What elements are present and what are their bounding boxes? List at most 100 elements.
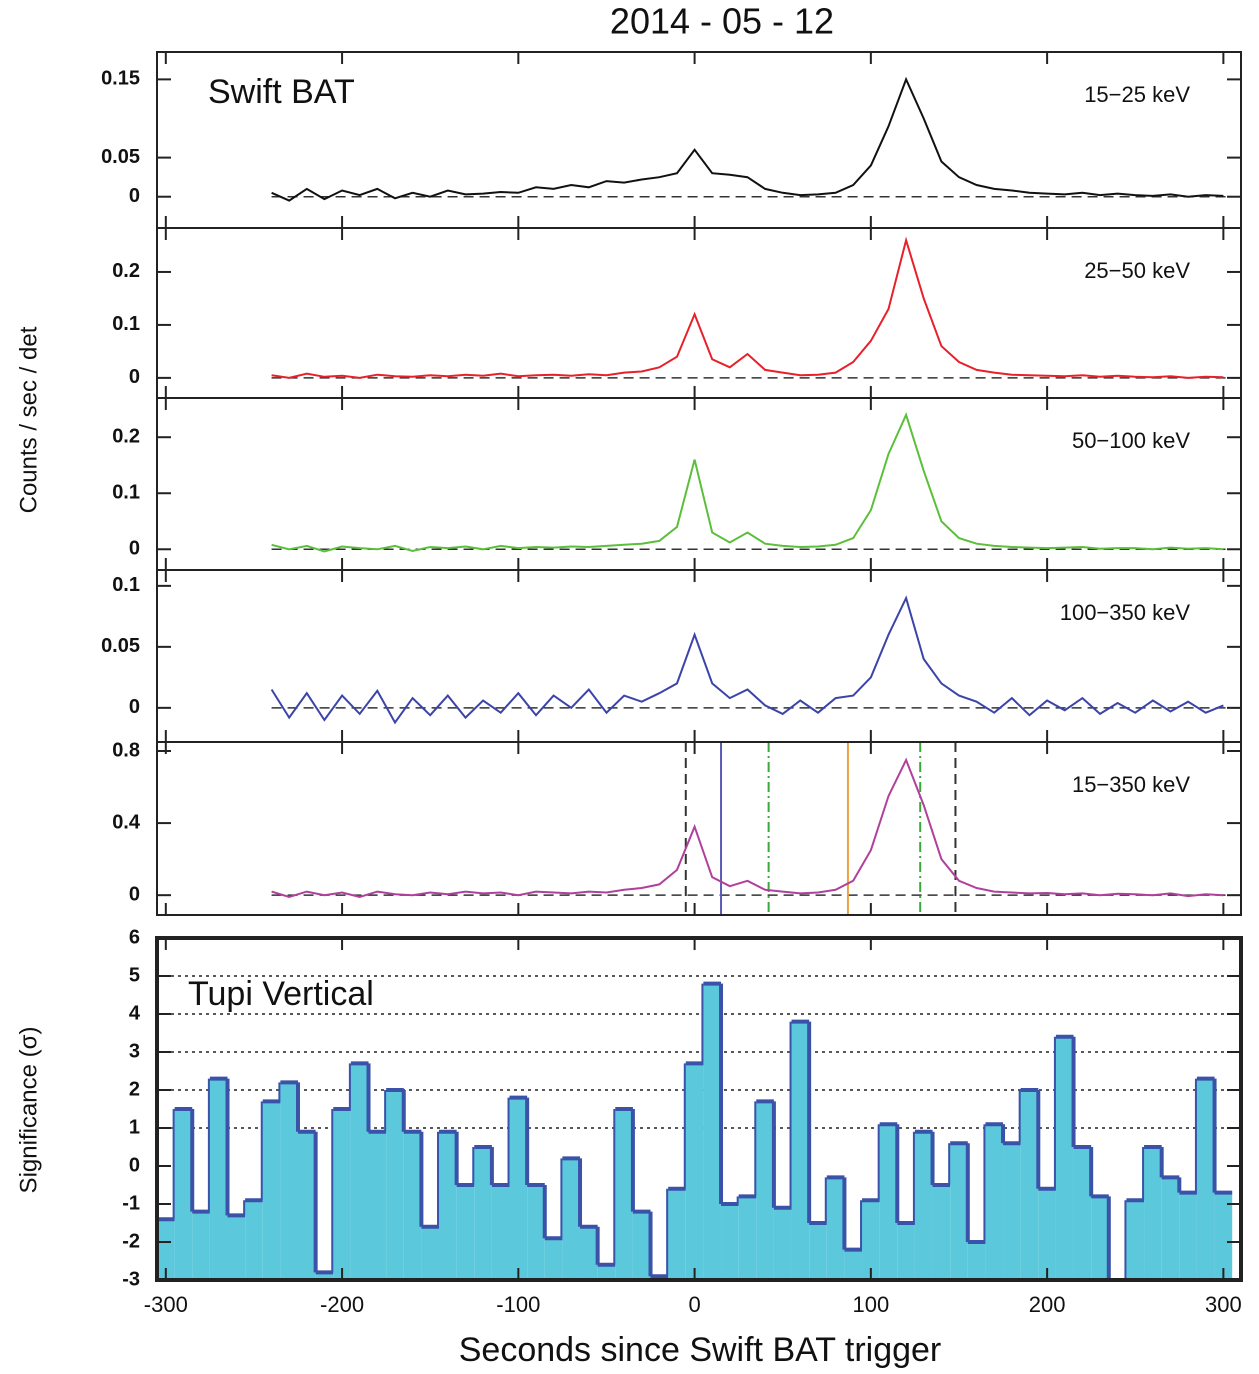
bar xyxy=(844,1249,863,1280)
bar xyxy=(1126,1200,1145,1280)
bar xyxy=(474,1147,492,1280)
x-tick-label: 300 xyxy=(1205,1292,1242,1317)
x-axis-label: Seconds since Swift BAT trigger xyxy=(459,1331,942,1369)
panel-annotation: Tupi Vertical xyxy=(188,975,374,1013)
panel-annotation: Swift BAT xyxy=(208,73,355,111)
y-tick-label: 0.8 xyxy=(112,739,140,761)
bar xyxy=(1038,1188,1056,1280)
series-label: 15−25 keV xyxy=(1084,82,1190,107)
bar xyxy=(685,1063,704,1280)
series-line xyxy=(271,411,1224,553)
bar xyxy=(914,1131,933,1280)
y-tick-label: 2 xyxy=(129,1078,140,1100)
panel-frame xyxy=(156,741,1242,916)
bar xyxy=(1196,1078,1215,1280)
bar xyxy=(439,1131,457,1280)
bar xyxy=(932,1185,951,1280)
chart-title: 2014 - 05 - 12 xyxy=(610,1,834,42)
bar xyxy=(967,1242,986,1280)
y-tick-label: 0.2 xyxy=(112,260,140,282)
bar xyxy=(262,1101,281,1280)
panel-frame xyxy=(155,936,1243,1282)
bar xyxy=(809,1223,827,1280)
bar xyxy=(668,1188,686,1280)
bar xyxy=(1179,1192,1197,1280)
bar xyxy=(209,1078,228,1280)
x-tick-label: 0 xyxy=(688,1292,700,1317)
bar xyxy=(756,1101,774,1280)
series-line xyxy=(270,595,1224,725)
y-tick-label: 0.05 xyxy=(101,635,140,657)
bar xyxy=(368,1131,387,1280)
y-axis-label: Significance (σ) xyxy=(15,1027,42,1194)
bar xyxy=(985,1124,1004,1280)
series-line xyxy=(271,236,1224,379)
panel-frame xyxy=(156,227,1242,399)
y-tick-label: 5 xyxy=(129,964,140,986)
bar xyxy=(562,1158,581,1280)
x-tick-label: 200 xyxy=(1029,1292,1066,1317)
bar xyxy=(950,1143,968,1280)
bar xyxy=(1144,1147,1162,1280)
bar xyxy=(721,1204,739,1280)
bar xyxy=(456,1185,475,1280)
y-tick-label: 0 xyxy=(129,538,140,560)
bar xyxy=(1073,1147,1092,1280)
y-tick-label: 0 xyxy=(129,883,140,905)
bar xyxy=(738,1196,757,1280)
bar xyxy=(897,1223,915,1280)
y-tick-label: -2 xyxy=(122,1230,140,1252)
bar xyxy=(403,1131,422,1280)
y-tick-label: 0 xyxy=(129,185,140,207)
bar xyxy=(527,1185,545,1280)
bar xyxy=(280,1082,299,1280)
bar xyxy=(245,1200,263,1280)
series-label: 50−100 keV xyxy=(1072,428,1190,453)
bar xyxy=(227,1215,246,1280)
series-line xyxy=(271,757,1224,899)
y-tick-label: 6 xyxy=(129,926,140,948)
y-tick-label: 0 xyxy=(129,696,140,718)
series-label: 15−350 keV xyxy=(1072,772,1190,797)
y-tick-label: 0.1 xyxy=(112,482,140,504)
bar xyxy=(350,1063,369,1280)
x-tick-label: -200 xyxy=(320,1292,364,1317)
bar xyxy=(192,1211,210,1280)
bar xyxy=(544,1238,563,1280)
y-tick-label: -1 xyxy=(122,1192,140,1214)
panel-frame xyxy=(156,569,1242,743)
bar xyxy=(315,1272,334,1280)
x-tick-label: -300 xyxy=(144,1292,188,1317)
y-tick-label: 0.1 xyxy=(112,313,140,335)
bar xyxy=(1091,1196,1109,1280)
bar xyxy=(386,1090,404,1280)
bar xyxy=(509,1097,528,1280)
bar xyxy=(1003,1143,1021,1280)
bar xyxy=(791,1021,810,1280)
bar xyxy=(333,1109,351,1280)
y-tick-label: 0.05 xyxy=(101,146,140,168)
y-tick-label: 1 xyxy=(129,1116,140,1138)
x-tick-label: -100 xyxy=(496,1292,540,1317)
bar xyxy=(862,1200,880,1280)
series-label: 25−50 keV xyxy=(1084,258,1190,283)
bar xyxy=(1161,1177,1180,1280)
y-tick-label: 0.2 xyxy=(112,425,140,447)
bar xyxy=(632,1211,651,1280)
x-tick-label: 100 xyxy=(852,1292,889,1317)
y-tick-label: 0.1 xyxy=(112,574,140,596)
y-axis-label: Counts / sec / det xyxy=(15,326,42,513)
bar xyxy=(826,1177,845,1280)
bar xyxy=(1020,1090,1039,1280)
bar xyxy=(597,1264,616,1280)
y-tick-label: -3 xyxy=(122,1268,140,1290)
bar xyxy=(174,1109,193,1280)
y-tick-label: 0.15 xyxy=(101,68,140,90)
bar xyxy=(703,983,722,1280)
bar xyxy=(421,1226,440,1280)
bar xyxy=(298,1131,316,1280)
bar xyxy=(773,1207,792,1280)
bar xyxy=(491,1185,510,1280)
bar xyxy=(1055,1036,1074,1280)
